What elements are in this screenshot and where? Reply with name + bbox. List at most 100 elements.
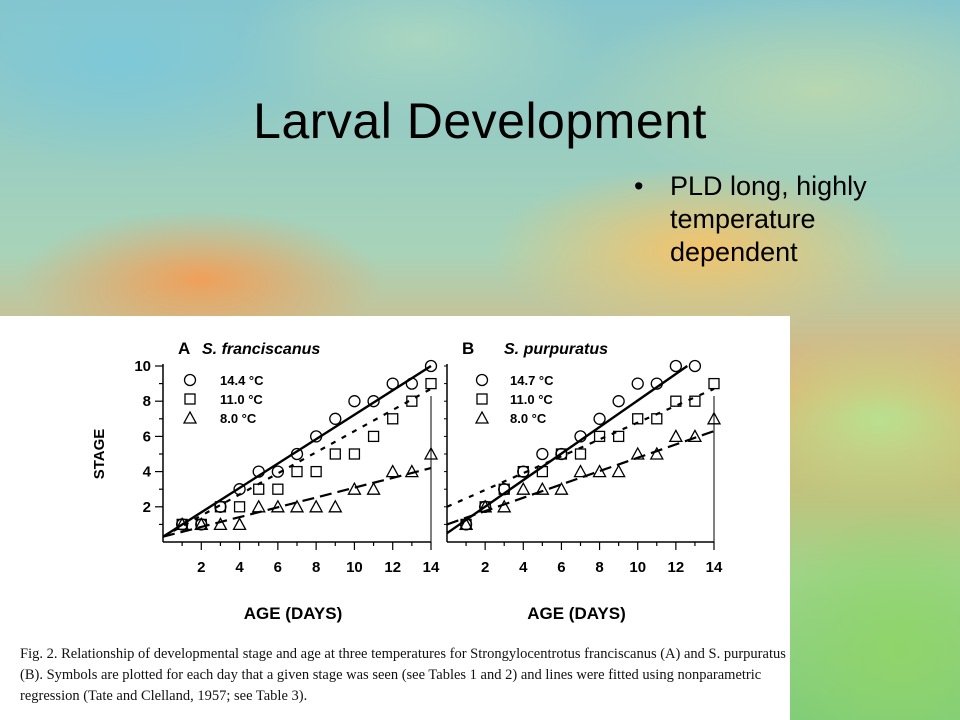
y-tick-label: 10	[134, 358, 151, 375]
data-point-circle	[593, 412, 606, 425]
x-tick-label: 2	[197, 559, 205, 576]
data-point-square	[387, 413, 399, 425]
legend-marker-circle	[183, 373, 197, 387]
y-tick-label: 8	[143, 393, 151, 410]
x-tick-label: 2	[481, 559, 489, 576]
data-point-circle	[386, 377, 399, 390]
legend-label: 8.0 °C	[510, 411, 547, 426]
data-point-triangle	[404, 464, 419, 478]
x-tick-label: 6	[274, 559, 282, 576]
data-point-circle	[631, 377, 644, 390]
x-tick-label: 8	[595, 559, 603, 576]
data-point-triangle	[497, 499, 512, 513]
x-tick-label: 14	[706, 559, 723, 576]
data-point-square	[498, 483, 510, 495]
data-point-square	[574, 448, 587, 460]
fit-line-circle	[446, 365, 688, 535]
data-point-square	[536, 465, 549, 478]
data-point-circle	[688, 359, 702, 373]
y-tick-label: 6	[143, 428, 151, 445]
data-point-square	[670, 395, 682, 407]
legend-label: 14.7 °C	[510, 373, 554, 388]
data-point-square	[310, 465, 322, 478]
x-tick-label: 6	[557, 559, 565, 576]
data-point-square	[272, 483, 284, 495]
y-axis-label: STAGE	[91, 429, 108, 480]
data-point-circle	[650, 377, 663, 390]
y-tick-label: 4	[143, 464, 152, 481]
data-point-triangle	[573, 464, 588, 478]
legend-label: 8.0 °C	[220, 411, 257, 426]
data-point-triangle	[706, 411, 722, 425]
data-point-triangle	[668, 429, 683, 443]
figure-panel: 2 4 6 8 10 12 14 2 4 6 8 10 STAGE AGE (DAYS) A S. franc…	[0, 316, 790, 720]
legend-marker-triangle	[182, 410, 198, 424]
panel-title: S. franciscanus	[202, 341, 320, 358]
data-point-circle	[348, 395, 361, 408]
fit-line-square	[162, 387, 432, 538]
data-point-triangle	[194, 517, 209, 531]
data-point-square	[348, 448, 361, 460]
data-point-triangle	[385, 464, 400, 478]
fit-line-square	[446, 387, 715, 508]
legend-marker-square	[184, 393, 196, 405]
data-point-triangle	[366, 481, 381, 495]
data-point-square	[367, 430, 380, 443]
data-point-square	[329, 448, 341, 460]
legend-label: 11.0 °C	[220, 392, 263, 407]
panel-label: A	[178, 339, 190, 358]
data-point-circle	[329, 412, 342, 425]
data-point-square	[612, 430, 625, 443]
legend-marker-circle	[475, 373, 489, 387]
data-point-circle	[367, 395, 380, 408]
data-point-circle	[271, 465, 285, 478]
data-point-square	[555, 448, 568, 460]
data-point-circle	[536, 447, 549, 461]
bullet-marker: •	[634, 171, 644, 201]
legend-marker-square	[476, 393, 488, 405]
data-point-square	[651, 413, 663, 425]
data-point-triangle	[213, 517, 228, 531]
data-point-triangle	[423, 446, 439, 460]
figure-caption: Fig. 2. Relationship of developmental st…	[20, 646, 786, 704]
data-point-triangle	[630, 446, 645, 460]
data-point-triangle	[347, 481, 362, 495]
data-point-triangle	[516, 481, 531, 495]
data-point-triangle	[478, 499, 493, 513]
x-tick-label: 12	[384, 559, 401, 576]
data-point-triangle	[251, 499, 266, 513]
data-point-circle	[669, 359, 683, 373]
panel-title: S. purpuratus	[504, 341, 608, 358]
data-point-circle	[290, 447, 304, 461]
data-point-square	[593, 430, 606, 443]
fit-line-circle	[162, 364, 432, 538]
x-tick-label: 10	[629, 559, 646, 576]
x-tick-label: 10	[346, 559, 363, 576]
data-point-circle	[309, 430, 323, 443]
data-point-circle	[574, 430, 587, 443]
x-tick-label: 14	[423, 559, 440, 576]
legend-marker-triangle	[474, 410, 490, 424]
data-point-triangle	[232, 517, 247, 531]
slide-title: Larval Development	[253, 93, 707, 149]
data-point-circle	[233, 483, 246, 496]
data-point-square	[708, 377, 720, 390]
data-point-circle	[612, 395, 625, 408]
x-tick-label: 8	[312, 559, 320, 576]
x-tick-label: 4	[519, 559, 528, 576]
data-point-triangle	[535, 481, 550, 495]
data-point-square	[214, 501, 227, 513]
data-point-square	[406, 395, 418, 407]
fit-line-triangle	[446, 430, 715, 526]
data-point-triangle	[328, 499, 343, 513]
data-point-triangle	[592, 464, 607, 478]
data-point-square	[425, 377, 437, 390]
y-tick-label: 2	[143, 499, 151, 516]
data-point-circle	[252, 465, 265, 478]
chart-figure: 2 4 6 8 10 12 14 2 4 6 8 10 STAGE AGE (DAYS) A S. franc…	[91, 339, 723, 623]
data-point-triangle	[687, 429, 703, 443]
data-point-triangle	[175, 517, 190, 531]
data-point-circle	[424, 359, 438, 373]
data-point-triangle	[309, 499, 324, 513]
legend-label: 14.4 °C	[220, 373, 264, 388]
